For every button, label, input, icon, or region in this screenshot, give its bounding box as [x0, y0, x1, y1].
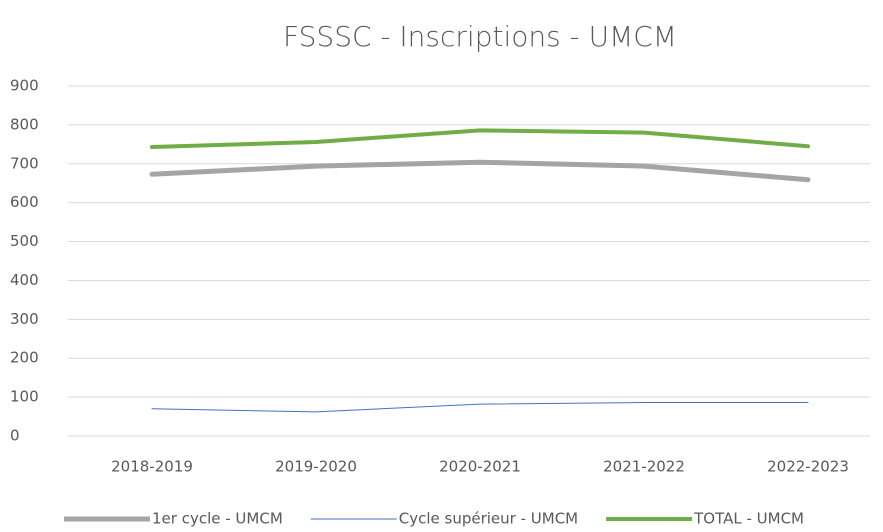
y-tick-label: 0: [10, 427, 20, 445]
y-tick-label: 400: [10, 271, 39, 289]
chart-title: FSSSC - Inscriptions - UMCM: [283, 20, 677, 53]
x-tick-label: 2021-2022: [603, 458, 685, 476]
series-line: [149, 159, 811, 183]
y-tick-label: 100: [10, 388, 39, 406]
x-tick-label: 2019-2020: [275, 458, 357, 476]
y-tick-label: 800: [10, 115, 39, 133]
y-tick-label: 500: [10, 232, 39, 250]
series-line: [151, 402, 809, 413]
series-line: [150, 128, 810, 150]
legend-label: Cycle supérieur - UMCM: [399, 510, 578, 528]
x-tick-label: 2022-2023: [767, 458, 849, 476]
y-tick-label: 300: [10, 310, 39, 328]
legend-label: TOTAL - UMCM: [693, 510, 804, 528]
legend-label: 1er cycle - UMCM: [152, 510, 283, 528]
x-tick-label: 2020-2021: [439, 458, 521, 476]
y-tick-label: 600: [10, 193, 39, 211]
x-tick-label: 2018-2019: [111, 458, 193, 476]
y-tick-label: 200: [10, 349, 39, 367]
y-tick-label: 900: [10, 77, 39, 95]
y-tick-label: 700: [10, 154, 39, 172]
